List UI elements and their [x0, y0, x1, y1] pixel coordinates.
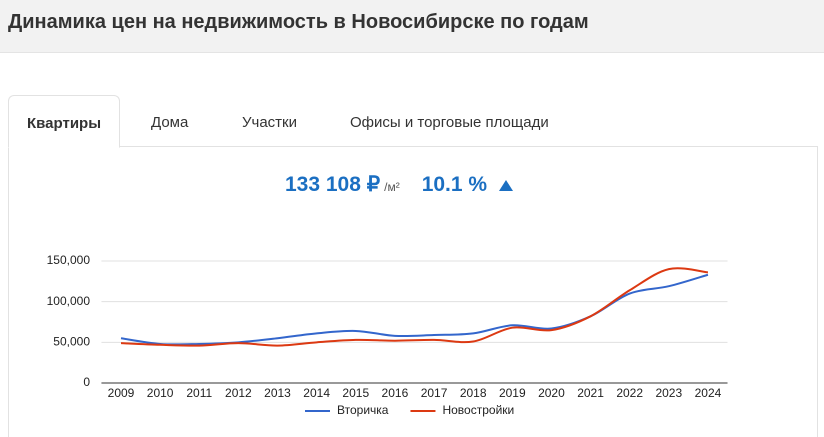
- y-tick-label: 50,000: [53, 335, 90, 349]
- legend-label: Вторичка: [337, 403, 389, 417]
- x-tick-label: 2015: [342, 386, 369, 400]
- x-tick-label: 2019: [499, 386, 526, 400]
- x-tick-label: 2021: [577, 386, 604, 400]
- x-tick-label: 2023: [655, 386, 682, 400]
- tab[interactable]: Участки: [242, 114, 297, 131]
- header: Динамика цен на недвижимость в Новосибир…: [0, 0, 824, 53]
- page-title: Динамика цен на недвижимость в Новосибир…: [8, 11, 589, 33]
- tab[interactable]: Офисы и торговые площади: [350, 114, 549, 131]
- price-unit: /м²: [384, 180, 400, 194]
- chart: 0 50,000 100,000 150,000 2009 2010 2011 2012 201…: [47, 253, 728, 417]
- x-tick-label: 2014: [303, 386, 330, 400]
- x-tick-label: 2016: [382, 386, 409, 400]
- price: 133 108 ₽: [285, 173, 381, 196]
- tab[interactable]: Квартиры: [8, 95, 120, 148]
- x-tick-label: 2018: [460, 386, 487, 400]
- x-tick-label: 2010: [147, 386, 174, 400]
- y-tick-label: 100,000: [47, 294, 91, 308]
- x-tick-label: 2020: [538, 386, 565, 400]
- y-tick-label: 150,000: [47, 253, 91, 267]
- tab[interactable]: Дома: [151, 114, 189, 131]
- x-tick-label: 2012: [225, 386, 252, 400]
- line: [120, 267, 709, 347]
- line: [120, 273, 709, 346]
- x-tick-label: 2013: [264, 386, 291, 400]
- up-arrow: [499, 180, 514, 191]
- tab-panel: [8, 146, 818, 437]
- summary: 133 108 ₽/м² 10.1 %: [285, 172, 514, 197]
- x-tick-label: 2022: [616, 386, 643, 400]
- x-tick-label: 2017: [421, 386, 448, 400]
- x-tick-label: 2009: [108, 386, 135, 400]
- x-tick-label: 2024: [695, 386, 722, 400]
- x-tick-label: 2011: [186, 386, 212, 400]
- y-tick-label: 0: [83, 375, 90, 389]
- price-change: 10.1 %: [421, 173, 488, 196]
- legend-label: Новостройки: [442, 403, 514, 417]
